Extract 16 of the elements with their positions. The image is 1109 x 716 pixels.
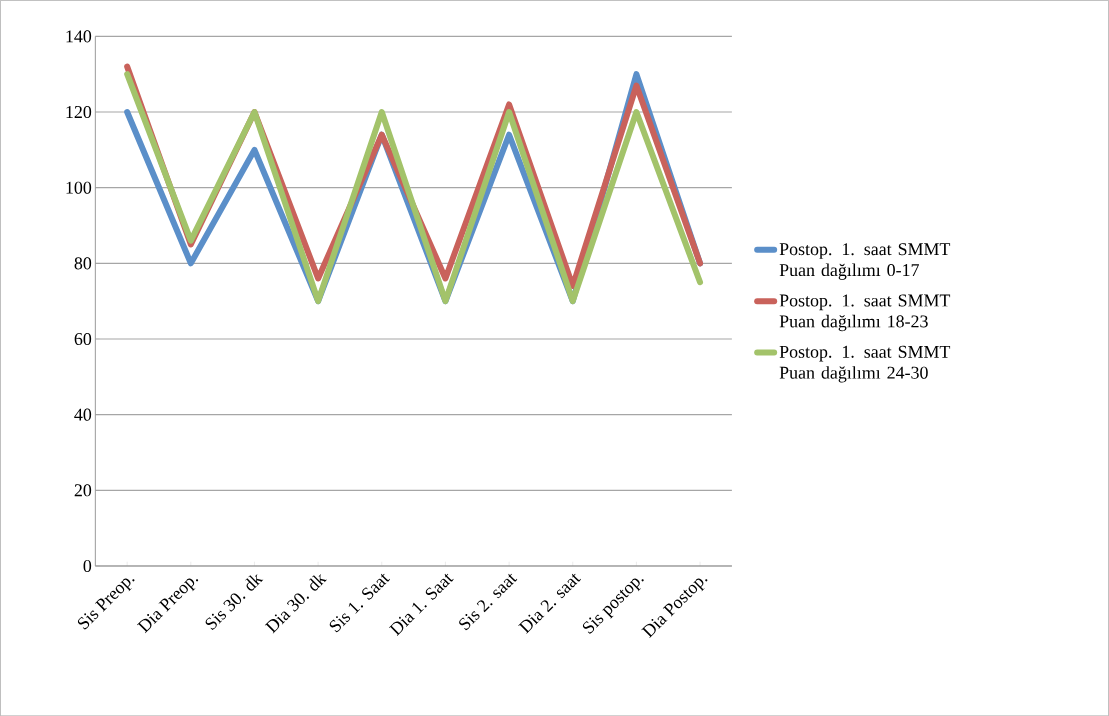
- y-tick-label: 20: [74, 484, 92, 497]
- x-tick-label: Sis 1. Saat: [329, 573, 390, 633]
- y-tick-label: 140: [66, 30, 92, 43]
- legend-label: Postop. 1. saat SMMT Puan dağılımı 0-17: [779, 243, 951, 280]
- y-tick-label: 120: [66, 105, 92, 118]
- legend-label: Postop. 1. saat SMMT Puan dağılımı 24-30: [779, 345, 951, 383]
- y-tick-label: 60: [74, 332, 92, 345]
- y-tick-label: 100: [66, 181, 92, 194]
- x-tick-label: Dia 2. saat: [518, 573, 581, 634]
- x-tick-label: Sis 30. dk: [205, 574, 264, 630]
- legend-label: Postop. 1. saat SMMT Puan dağılımı 18-23: [779, 294, 951, 332]
- y-tick-label: 0: [83, 559, 92, 572]
- y-tick-label: 40: [74, 408, 92, 421]
- y-tick-label: 80: [74, 257, 92, 270]
- x-tick-label: Dia 30. dk: [264, 574, 327, 634]
- x-tick-label: Sis 2. saat: [459, 573, 518, 631]
